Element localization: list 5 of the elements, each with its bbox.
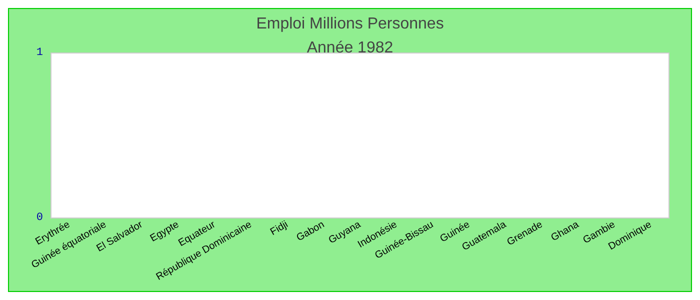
x-tick-label: Fidji <box>268 219 290 238</box>
chart-title: Emploi Millions Personnes <box>256 16 444 32</box>
y-tick-label: 0 <box>36 212 43 224</box>
chart-subtitle: Année 1982 <box>306 40 394 56</box>
y-tick-label: 1 <box>36 47 44 59</box>
